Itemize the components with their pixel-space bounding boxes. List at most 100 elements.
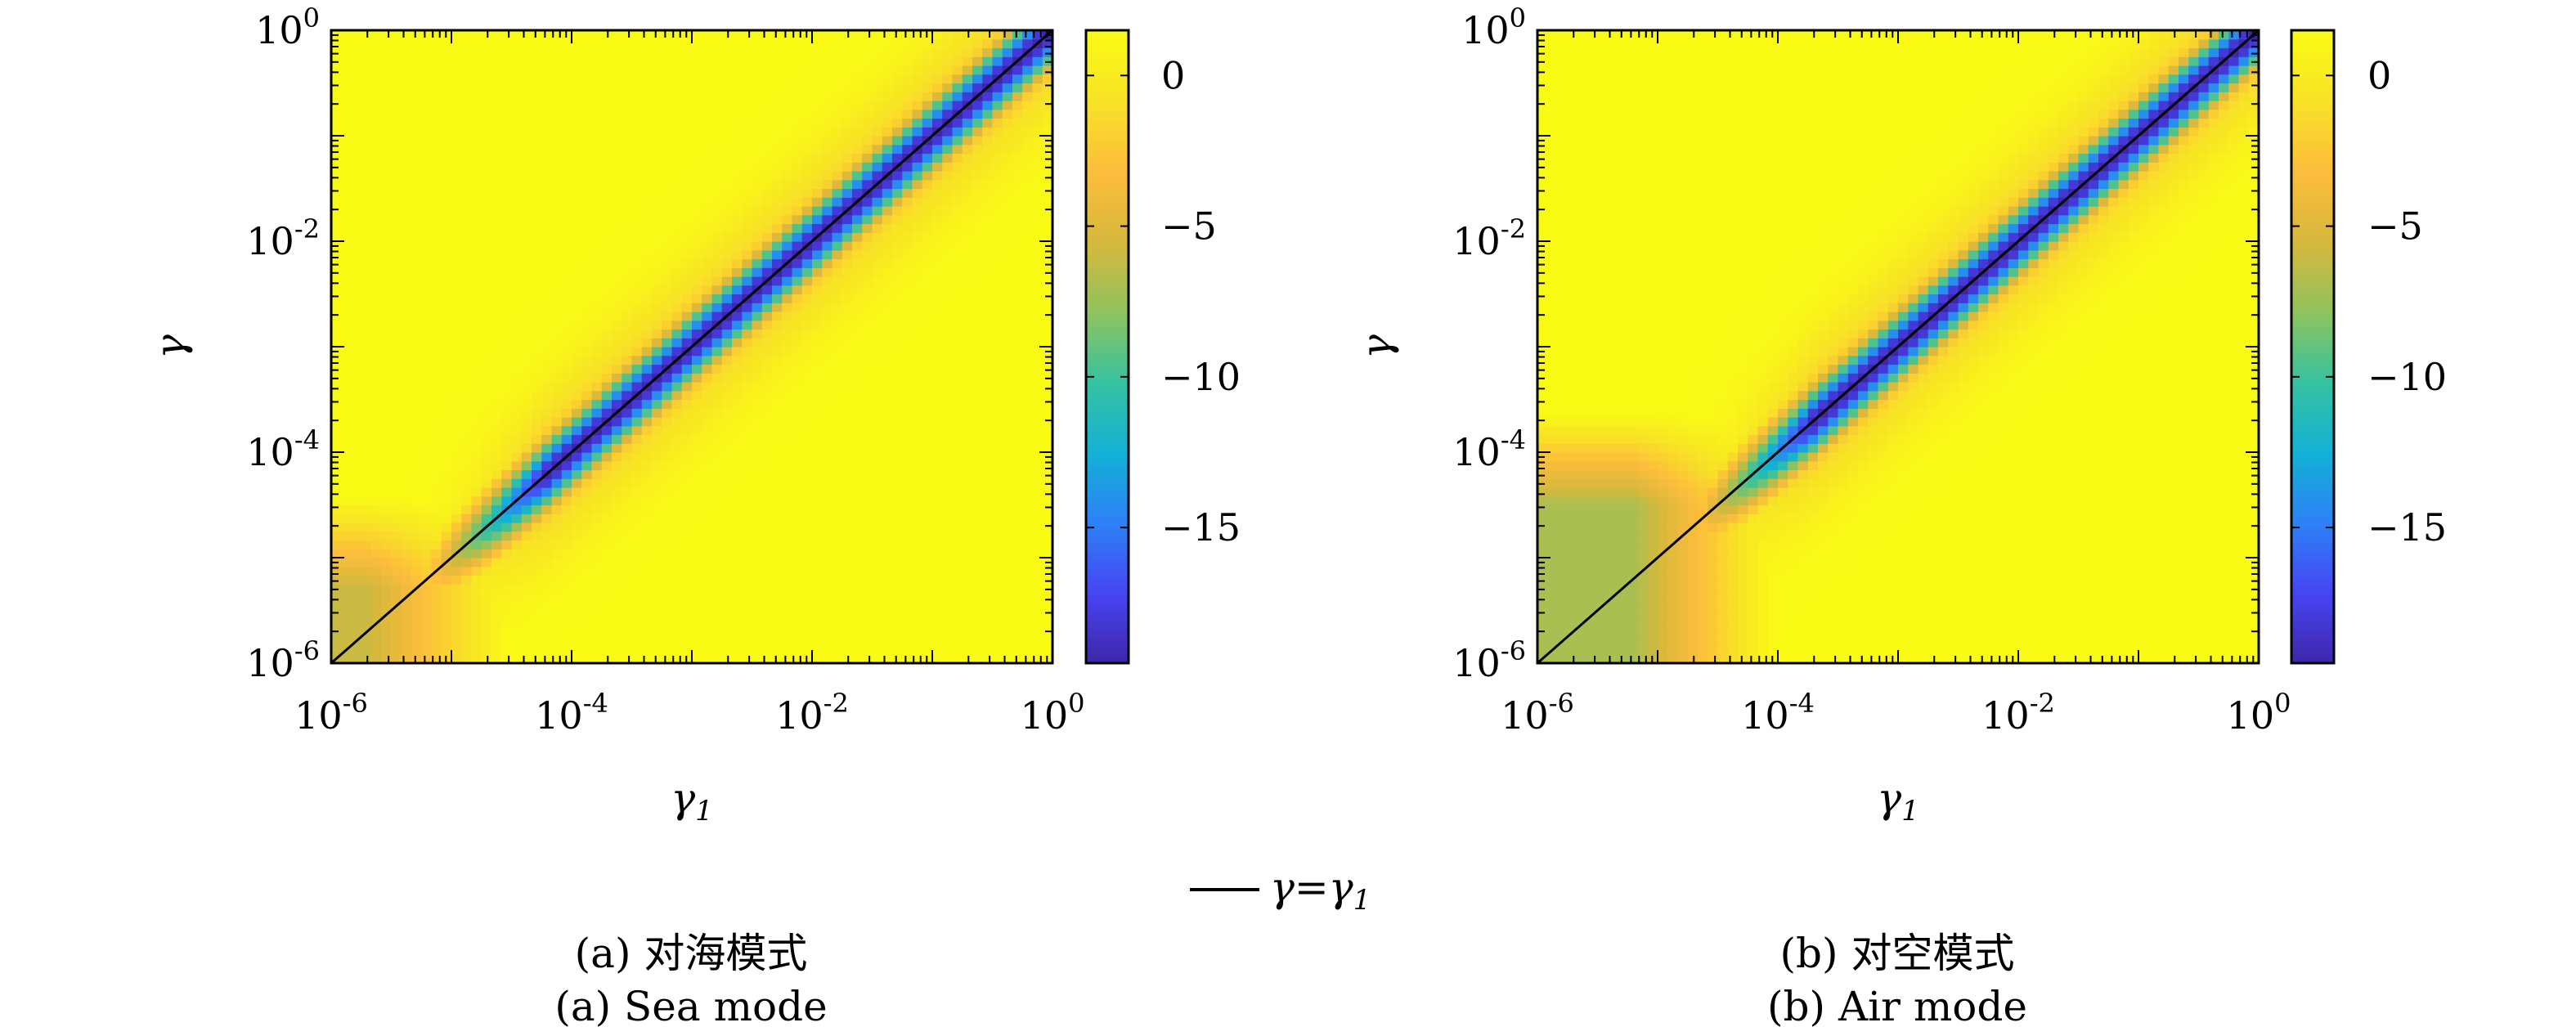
heatmap-cell xyxy=(671,496,683,506)
heatmap-cell xyxy=(662,153,673,163)
heatmap-cell xyxy=(652,558,662,567)
heatmap-cell xyxy=(501,487,513,497)
heatmap-cell xyxy=(431,136,442,146)
heatmap-cell xyxy=(401,38,412,49)
heatmap-cell xyxy=(972,223,983,233)
heatmap-cell xyxy=(541,162,553,172)
heatmap-cell xyxy=(471,83,482,92)
heatmap-cell xyxy=(681,171,693,181)
heatmap-cell xyxy=(441,223,452,233)
heatmap-cell xyxy=(641,241,653,251)
heatmap-cell xyxy=(481,469,492,479)
heatmap-cell xyxy=(631,487,643,497)
heatmap-cell xyxy=(962,417,973,427)
heatmap-cell xyxy=(752,452,763,462)
heatmap-cell xyxy=(711,276,723,286)
heatmap-cell xyxy=(952,460,963,471)
heatmap-cell xyxy=(812,558,823,567)
heatmap-cell xyxy=(641,56,653,66)
heatmap-cell xyxy=(681,601,693,612)
heatmap-cell xyxy=(812,390,823,401)
heatmap-cell xyxy=(692,109,702,119)
heatmap-cell xyxy=(992,347,1003,357)
heatmap-cell xyxy=(972,460,983,471)
heatmap-cell xyxy=(812,118,823,128)
heatmap-cell xyxy=(641,593,653,603)
heatmap-cell xyxy=(481,540,492,549)
heatmap-cell xyxy=(892,206,903,216)
heatmap-cell xyxy=(1012,417,1023,427)
heatmap-cell xyxy=(1012,601,1023,612)
heatmap-cell xyxy=(1012,540,1023,549)
heatmap-cell xyxy=(612,214,622,225)
heatmap-cell xyxy=(841,144,853,155)
heatmap-cell xyxy=(982,188,994,198)
heatmap-cell xyxy=(711,514,723,523)
heatmap-cell xyxy=(962,92,973,101)
heatmap-cell xyxy=(982,355,994,366)
heatmap-cell xyxy=(662,214,673,225)
heatmap-cell xyxy=(461,390,473,401)
heatmap-cell xyxy=(872,162,883,172)
heatmap-cell xyxy=(761,144,773,155)
heatmap-cell xyxy=(351,399,362,409)
heatmap-cell xyxy=(371,312,382,321)
heatmap-cell xyxy=(972,496,983,506)
heatmap-cell xyxy=(391,118,402,128)
heatmap-cell xyxy=(702,285,713,295)
heatmap-cell xyxy=(572,312,582,321)
heatmap-cell xyxy=(401,558,412,567)
heatmap-cell xyxy=(591,347,603,357)
heatmap-cell xyxy=(702,531,713,541)
heatmap-cell xyxy=(832,540,843,549)
heatmap-cell xyxy=(922,153,933,163)
heatmap-cell xyxy=(461,249,473,260)
heatmap-cell xyxy=(721,390,733,401)
heatmap-cell xyxy=(471,399,482,409)
heatmap-cell xyxy=(331,514,342,523)
heatmap-cell xyxy=(341,654,352,664)
heatmap-cell xyxy=(862,434,873,444)
heatmap-cell xyxy=(892,127,903,137)
heatmap-cell xyxy=(872,610,883,620)
heatmap-cell xyxy=(591,408,603,418)
heatmap-cell xyxy=(541,364,553,374)
heatmap-cell xyxy=(972,109,983,119)
heatmap-cell xyxy=(612,188,622,198)
heatmap-cell xyxy=(832,460,843,471)
heatmap-cell xyxy=(932,566,943,576)
heatmap-cell xyxy=(461,144,473,155)
heatmap-cell xyxy=(662,531,673,541)
heatmap-cell xyxy=(952,294,963,303)
heatmap-cell xyxy=(521,329,532,339)
heatmap-cell xyxy=(782,144,793,155)
heatmap-cell xyxy=(481,109,492,119)
heatmap-cell xyxy=(772,636,783,647)
heatmap-cell xyxy=(832,92,843,101)
heatmap-cell xyxy=(932,232,943,242)
heatmap-cell xyxy=(662,179,673,190)
heatmap-cell xyxy=(511,434,523,444)
heatmap-cell xyxy=(622,628,633,638)
heatmap-cell xyxy=(501,619,513,629)
heatmap-cell xyxy=(652,303,662,312)
heatmap-cell xyxy=(641,549,653,558)
heatmap-cell xyxy=(652,505,662,514)
heatmap-cell xyxy=(942,338,954,348)
heatmap-cell xyxy=(692,619,702,629)
heatmap-cell xyxy=(451,601,462,612)
heatmap-cell xyxy=(671,223,683,233)
heatmap-cell xyxy=(461,47,473,57)
heatmap-cell xyxy=(992,399,1003,409)
heatmap-cell xyxy=(511,162,523,172)
heatmap-cell xyxy=(361,549,372,558)
heatmap-cell xyxy=(742,601,753,612)
heatmap-cell xyxy=(381,382,393,392)
heatmap-cell xyxy=(652,417,662,427)
heatmap-cell xyxy=(381,38,393,49)
heatmap-cell xyxy=(1002,540,1013,549)
heatmap-cell xyxy=(962,522,973,532)
heatmap-cell xyxy=(862,65,873,75)
heatmap-cell xyxy=(962,285,973,295)
heatmap-cell xyxy=(852,373,863,383)
